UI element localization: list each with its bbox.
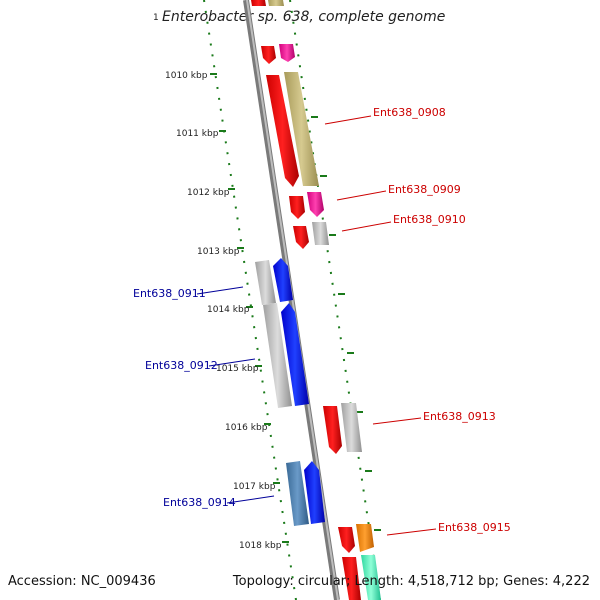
gene-arrow <box>323 406 342 454</box>
gene-label-ent638_0913[interactable]: Ent638_0913 <box>423 410 496 423</box>
gene-arrow <box>273 258 293 302</box>
gene-label-ent638_0908[interactable]: Ent638_0908 <box>373 106 446 119</box>
reverse-leader-lines <box>196 286 275 504</box>
gene-arrow <box>251 0 266 6</box>
kbp-tick-marks <box>210 73 289 543</box>
kbp-tick-label: 1010 kbp <box>165 71 208 81</box>
gene-arrow <box>279 44 295 62</box>
kbp-tick-label: 1011 kbp <box>176 129 219 139</box>
gene-arrow <box>361 555 381 600</box>
gene-arrow <box>266 75 299 187</box>
forward-strand-genes <box>251 0 381 600</box>
kbp-labels: 1010 kbp 1011 kbp 1012 kbp 1013 kbp 1014 kbp… <box>165 71 282 551</box>
gene-labels: Ent638_0908 Ent638_0909 Ent638_0910 Ent638_… <box>133 106 511 534</box>
gene-arrow <box>289 196 305 219</box>
forward-leader-lines <box>324 115 437 536</box>
gene-arrow <box>263 303 292 408</box>
gene-arrow <box>255 260 276 305</box>
kbp-tick-label: 1012 kbp <box>187 188 230 198</box>
kbp-tick-label: 1013 kbp <box>197 247 240 257</box>
gene-arrow <box>307 192 324 217</box>
gene-arrow <box>312 222 329 245</box>
gene-label-ent638_0911[interactable]: Ent638_0911 <box>133 287 206 300</box>
kbp-tick-label: 1017 kbp <box>233 482 276 492</box>
gene-arrow <box>293 226 309 249</box>
kbp-tick-label: 1014 kbp <box>207 305 250 315</box>
accession-text: Accession: NC_009436 <box>8 574 156 589</box>
gene-arrow <box>342 557 361 600</box>
gene-label-ent638_0912[interactable]: Ent638_0912 <box>145 359 218 372</box>
topology-text: Topology: circular; Length: 4,518,712 bp… <box>232 574 590 589</box>
kbp-tick-label: 1015 kbp <box>216 364 259 374</box>
gene-label-ent638_0909[interactable]: Ent638_0909 <box>388 183 461 196</box>
gene-arrow <box>341 403 362 452</box>
gene-arrow <box>261 46 276 64</box>
gene-arrow <box>286 461 309 526</box>
gene-arrow <box>284 72 319 186</box>
partial-tick-label: 1 <box>153 13 159 23</box>
gene-arrow <box>281 303 309 406</box>
reverse-strand-genes <box>255 258 325 526</box>
gene-label-ent638_0910[interactable]: Ent638_0910 <box>393 213 466 226</box>
kbp-tick-label: 1016 kbp <box>225 423 268 433</box>
gene-arrow <box>268 0 284 6</box>
gene-arrow <box>304 461 325 524</box>
gene-label-ent638_0915[interactable]: Ent638_0915 <box>438 521 511 534</box>
gene-label-ent638_0914[interactable]: Ent638_0914 <box>163 496 236 509</box>
genome-title: Enterobacter sp. 638, complete genome <box>162 9 446 25</box>
kbp-tick-label: 1018 kbp <box>239 541 282 551</box>
outer-ticks <box>311 116 381 531</box>
gene-arrow <box>338 527 355 553</box>
gene-arrow <box>356 524 374 552</box>
